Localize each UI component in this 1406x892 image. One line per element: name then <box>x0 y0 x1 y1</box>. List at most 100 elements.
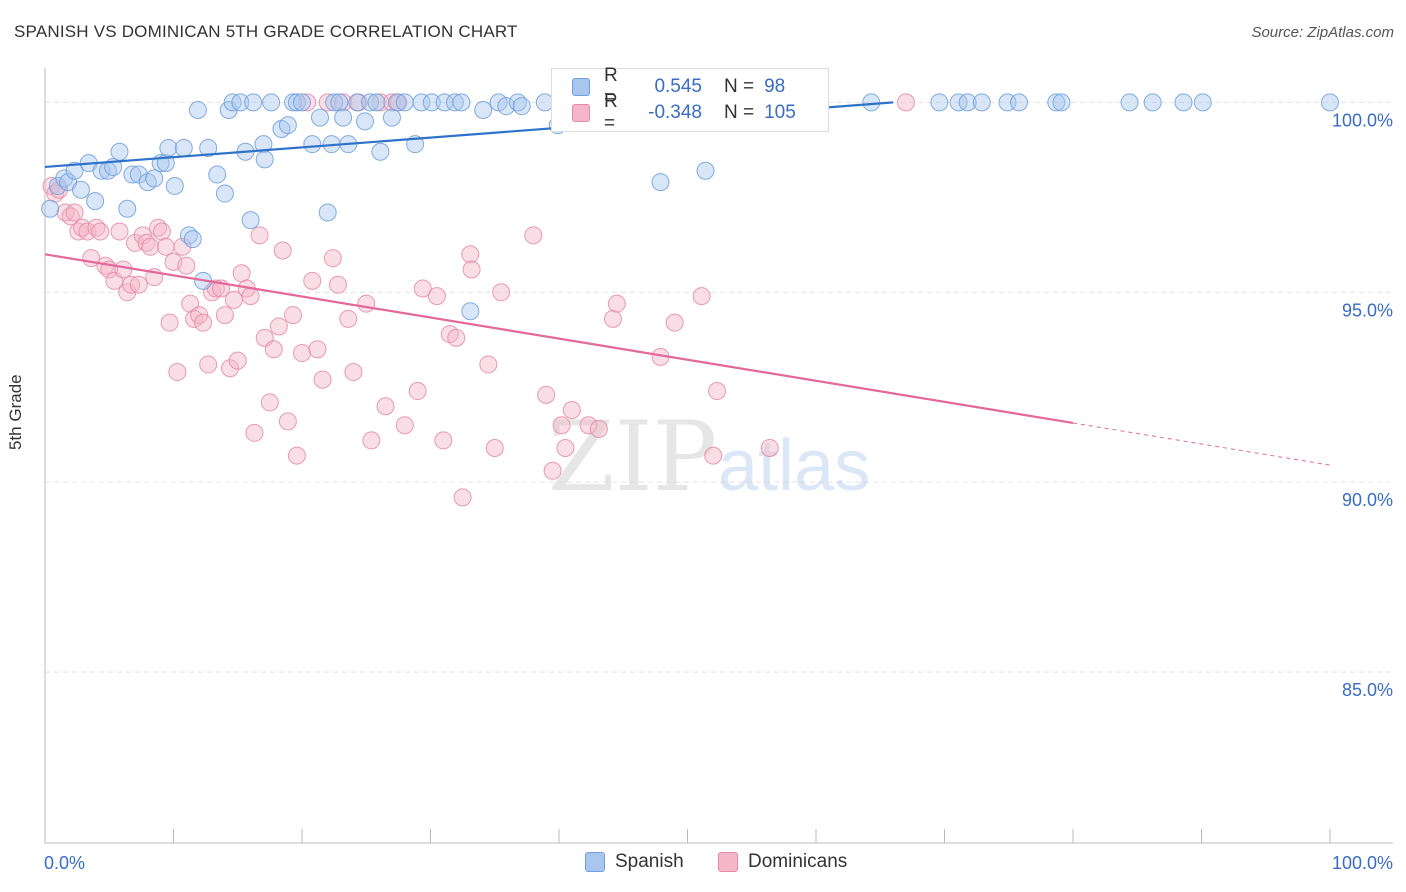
dominican-point <box>665 313 684 332</box>
spanish-point <box>696 161 715 180</box>
spanish-point <box>371 142 390 161</box>
dominican-point <box>160 313 179 332</box>
tick-labels: 100.0% 95.0% 90.0% 85.0% 0.0% 100.0% <box>44 110 1393 873</box>
spanish-point <box>361 93 380 112</box>
spanish-swatch <box>585 852 605 872</box>
axes <box>44 68 1393 844</box>
x-tick-label: 0.0% <box>44 853 85 873</box>
dominican-point <box>114 260 133 279</box>
spanish-point <box>1174 93 1193 112</box>
dominican-point <box>708 382 727 401</box>
dominican-point <box>339 309 358 328</box>
dominican-point <box>293 344 311 363</box>
legend-item-dominicans[interactable]: Dominicans <box>718 851 847 873</box>
spanish-point <box>110 142 129 161</box>
n-label: N = <box>724 76 755 97</box>
dominican-point <box>260 393 279 412</box>
spanish-point <box>310 108 329 127</box>
spanish-point <box>512 97 531 116</box>
n-value: 98 <box>764 76 786 97</box>
dominican-point <box>427 287 446 306</box>
spanish-point <box>334 108 353 127</box>
dominican-point <box>434 431 453 450</box>
spanish-point <box>958 93 977 112</box>
dominican-point <box>537 385 556 404</box>
dominican-point <box>245 423 264 442</box>
dominican-point <box>122 275 141 294</box>
dominican-point <box>264 340 283 359</box>
dominican-point <box>241 287 260 306</box>
dominican-point <box>603 309 622 328</box>
legend-row-dominicans: R = -0.348 N = 105 <box>572 91 796 134</box>
dominican-point <box>552 416 571 435</box>
dominican-point <box>704 446 723 465</box>
spanish-point <box>293 93 311 112</box>
spanish-point <box>461 302 480 321</box>
dominican-point <box>462 260 481 279</box>
spanish-point <box>255 150 274 169</box>
dominican-point <box>461 245 480 264</box>
dominican-point <box>376 397 395 416</box>
legend-item-spanish[interactable]: Spanish <box>585 851 684 873</box>
dominican-swatch <box>572 104 590 122</box>
spanish-point <box>1010 93 1029 112</box>
dominican-point <box>228 351 247 370</box>
dominican-point <box>692 287 711 306</box>
spanish-point <box>287 93 306 112</box>
dominican-point <box>313 370 332 389</box>
spanish-point <box>41 199 60 218</box>
dominican-point <box>168 363 187 382</box>
legend-label-dominicans: Dominicans <box>748 851 848 872</box>
spanish-point <box>188 100 207 119</box>
dominican-point <box>273 241 292 260</box>
spanish-point <box>330 93 349 112</box>
spanish-point <box>395 93 414 112</box>
dominican-point <box>328 275 347 294</box>
spanish-point <box>497 97 516 116</box>
dominican-point <box>408 382 427 401</box>
dominican-point <box>173 237 192 256</box>
y-tick-label: 95.0% <box>1342 300 1393 320</box>
spanish-point <box>159 138 178 157</box>
dominican-point <box>65 203 84 222</box>
spanish-point <box>231 93 250 112</box>
dominican-point <box>479 355 498 374</box>
dominican-point <box>524 226 543 245</box>
spanish-point <box>348 93 367 112</box>
legend-row-spanish: R = 0.545 N = 98 <box>572 65 786 108</box>
r-label: R = <box>604 91 618 134</box>
spanish-point <box>241 211 260 230</box>
spanish-swatch <box>572 78 590 96</box>
spanish-point <box>1052 93 1071 112</box>
dominican-point <box>413 279 432 298</box>
spanish-point <box>388 93 407 112</box>
dominican-point <box>250 226 269 245</box>
watermark-atlas: atlas <box>718 426 870 506</box>
spanish-point <box>244 93 263 112</box>
r-value: 0.545 <box>654 76 702 97</box>
dominican-point <box>284 306 303 325</box>
spanish-point <box>445 93 464 112</box>
spanish-point <box>254 135 273 154</box>
spanish-point <box>65 161 84 180</box>
spanish-point <box>1193 93 1212 112</box>
spanish-point <box>412 93 431 112</box>
dominican-point <box>156 237 175 256</box>
dominican-swatch <box>718 852 738 872</box>
y-tick-label: 85.0% <box>1342 680 1393 700</box>
dominican-point <box>382 93 401 112</box>
dominican-point <box>129 275 148 294</box>
watermark: ZIP atlas <box>548 401 870 513</box>
spanish-point <box>1321 93 1339 112</box>
dominican-point <box>492 283 511 302</box>
dominican-point <box>323 249 342 268</box>
dominican-point <box>199 355 218 374</box>
spanish-point <box>452 93 471 112</box>
spanish-point <box>165 176 184 195</box>
spanish-point <box>318 203 337 222</box>
dominican-point <box>760 439 779 458</box>
spanish-point <box>86 192 105 211</box>
dominican-point <box>194 313 213 332</box>
spanish-point <box>48 176 67 195</box>
